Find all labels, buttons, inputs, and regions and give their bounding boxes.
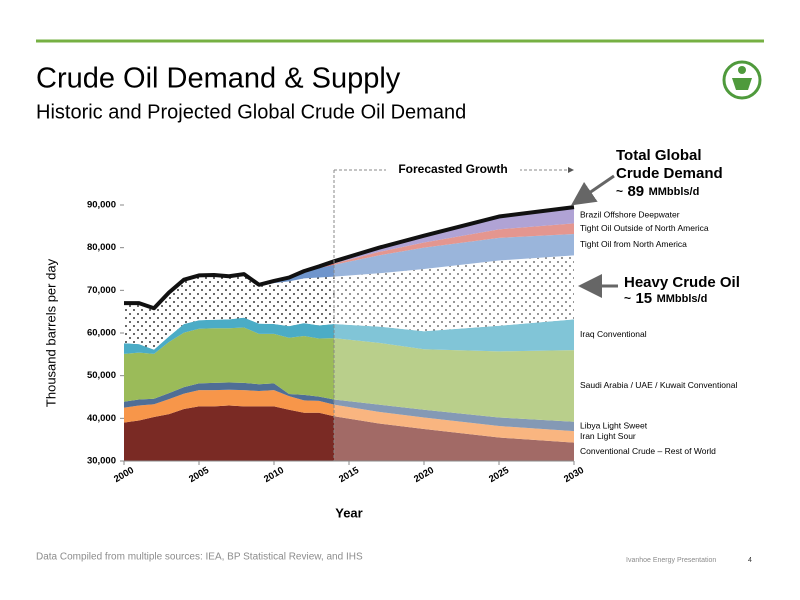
x-tick-label: 2005 <box>187 465 211 485</box>
logo <box>722 60 762 100</box>
x-tick-label: 2015 <box>337 465 361 485</box>
chart-overlay: Conventional Crude – Rest of World Iran L… <box>87 161 737 485</box>
area-series <box>124 234 574 309</box>
y-axis-title: Thousand barrels per day <box>43 258 58 407</box>
area-series <box>124 389 574 443</box>
x-tick-label: 2030 <box>562 465 586 485</box>
total-annotation-line: Total Global <box>616 147 702 164</box>
x-tick-label: 2000 <box>112 465 136 485</box>
series-label: Libya Light Sweet <box>580 421 648 431</box>
area-series <box>124 382 574 432</box>
x-tick-label: 2025 <box>487 465 511 485</box>
y-tick-label: 70,000 <box>87 285 116 296</box>
series-label: Conventional Crude – Rest of World <box>580 446 716 456</box>
slide-subtitle: Historic and Projected Global Crude Oil … <box>36 101 466 123</box>
footer-source: Data Compiled from multiple sources: IEA… <box>36 552 363 563</box>
approx-sign: ~ <box>616 184 623 198</box>
x-tick-label: 2010 <box>262 465 286 485</box>
plot-area <box>124 150 575 461</box>
area-series <box>124 405 574 461</box>
x-tick-label: 2020 <box>412 465 436 485</box>
area-series <box>124 255 574 350</box>
series-label: Brazil Offshore Deepwater <box>580 209 680 219</box>
total-demand-line <box>124 205 575 311</box>
annotation-unit: MMbbls/d <box>657 293 708 305</box>
x-axis-title: Year <box>335 505 362 520</box>
y-tick-label: 80,000 <box>87 242 116 253</box>
series-label: Saudi Arabia / UAE / Kuwait Conventional <box>580 380 737 390</box>
annotation-number: 15 <box>635 290 652 307</box>
annotation-unit: MMbbls/d <box>649 186 700 198</box>
total-annotation-line: Crude Demand <box>616 165 723 182</box>
series-label: Iraq Conventional <box>580 329 647 339</box>
footer-presentation: Ivanhoe Energy Presentation <box>626 557 716 564</box>
total-annotation-value: ~ 89 MMbbls/d <box>616 183 699 200</box>
total-arrow <box>571 174 615 206</box>
slide-title: Crude Oil Demand & Supply <box>36 63 401 95</box>
forecast-label: Forecasted Growth <box>398 162 507 176</box>
series-label: Iran Light Sour <box>580 431 636 441</box>
forecast-label-bg <box>386 161 520 179</box>
y-tick-label: 60,000 <box>87 328 116 339</box>
y-tick-label: 50,000 <box>87 370 116 381</box>
heavy-annotation-value: ~ 15 MMbbls/d <box>624 290 707 307</box>
forecast-fade <box>334 150 574 461</box>
y-tick-label: 30,000 <box>87 456 116 467</box>
series-label: Tight Oil from North America <box>580 239 687 249</box>
area-series <box>124 317 574 354</box>
approx-sign: ~ <box>624 291 631 305</box>
series-label: Tight Oil Outside of North America <box>580 223 709 233</box>
area-series <box>124 327 574 422</box>
y-tick-label: 40,000 <box>87 413 116 424</box>
area-series <box>124 223 574 309</box>
footer-page: 4 <box>748 557 752 564</box>
heavy-annotation-title: Heavy Crude Oil <box>624 274 740 291</box>
annotation-number: 89 <box>627 183 644 200</box>
y-tick-label: 90,000 <box>87 200 116 211</box>
